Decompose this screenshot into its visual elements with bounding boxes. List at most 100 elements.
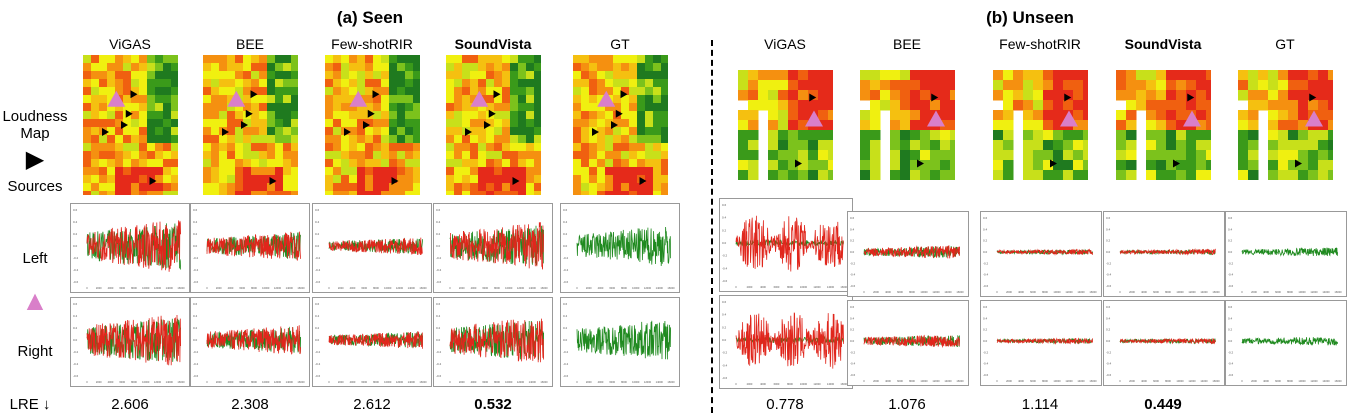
map-cell <box>275 167 284 176</box>
map-cell <box>581 119 590 128</box>
map-cell <box>341 95 350 104</box>
map-cell <box>1258 80 1269 91</box>
y-tick-label: 0.0 <box>315 244 320 248</box>
map-cell <box>930 80 941 91</box>
x-tick-label: 14000 <box>1200 290 1208 294</box>
map-cell <box>605 143 614 152</box>
map-cell <box>890 90 901 101</box>
map-cell <box>291 95 298 104</box>
map-cell <box>788 140 799 151</box>
map-cell <box>454 111 463 120</box>
y-tick-label: -0.4 <box>193 268 199 272</box>
source-marker <box>1173 159 1180 168</box>
map-cell <box>1023 100 1034 111</box>
map-cell <box>1318 110 1329 121</box>
map-cell <box>818 130 829 141</box>
map-cell <box>470 159 479 168</box>
map-cell <box>589 71 598 80</box>
x-tick-label: 16000 <box>1212 379 1220 383</box>
map-cell <box>357 191 366 195</box>
map-cell <box>405 151 414 160</box>
map-cell <box>283 63 292 72</box>
map-cell <box>397 71 406 80</box>
map-cell <box>115 167 124 176</box>
x-tick-label: 4000 <box>350 380 356 384</box>
map-cell <box>1328 130 1333 141</box>
map-cell <box>645 135 654 144</box>
map-cell <box>510 103 519 112</box>
waveform-trace <box>735 312 844 369</box>
map-cell <box>798 110 809 121</box>
map-cell <box>1126 170 1137 180</box>
loudness-map-unseen <box>860 70 955 180</box>
source-marker <box>615 109 623 118</box>
map-cell <box>629 127 638 136</box>
x-tick-label: 0 <box>1241 379 1243 383</box>
map-cell <box>462 119 471 128</box>
map-cell <box>267 143 276 152</box>
map-cell <box>1206 160 1211 171</box>
map-cell <box>227 103 236 112</box>
map-cell <box>510 127 519 136</box>
map-cell <box>738 150 749 161</box>
map-cell <box>486 175 495 184</box>
map-cell <box>502 79 511 88</box>
x-tick-label: 12000 <box>1065 379 1073 383</box>
map-cell <box>1248 170 1259 180</box>
x-tick-label: 12000 <box>396 380 404 384</box>
map-cell <box>155 183 164 192</box>
map-cell <box>1308 90 1319 101</box>
map-cell <box>397 95 406 104</box>
map-cell <box>259 175 268 184</box>
map-cell <box>251 183 260 192</box>
x-tick-label: 16000 <box>419 286 427 290</box>
map-cell <box>589 95 598 104</box>
map-cell <box>1063 170 1074 180</box>
map-cell <box>1166 100 1177 111</box>
map-cell <box>629 79 638 88</box>
map-cell <box>139 175 148 184</box>
map-cell <box>1146 130 1157 141</box>
map-cell <box>325 135 334 144</box>
map-cell <box>1073 150 1084 161</box>
y-tick-label: 0.6 <box>722 203 727 207</box>
map-cell <box>526 71 535 80</box>
map-cell <box>1003 90 1014 101</box>
map-cell <box>470 55 479 64</box>
map-cell <box>798 160 809 171</box>
map-cell <box>413 71 420 80</box>
map-cell <box>486 71 495 80</box>
map-cell <box>405 111 414 120</box>
map-cell <box>405 55 414 64</box>
waveform-right-unseen: 0.60.40.20.0-0.2-0.4-0.60 2000 4000 6000 800… <box>1103 300 1225 386</box>
map-cell <box>645 103 654 112</box>
map-cell <box>131 159 140 168</box>
map-cell <box>798 130 809 141</box>
map-cell <box>107 143 116 152</box>
map-cell <box>373 127 382 136</box>
listener-marker-icon: ▲ <box>21 285 49 316</box>
map-cell <box>1328 170 1333 180</box>
map-cell <box>275 55 284 64</box>
map-cell <box>1206 120 1211 131</box>
y-tick-label: 0.2 <box>1228 328 1233 332</box>
map-cell <box>1186 160 1197 171</box>
map-cell <box>581 95 590 104</box>
map-cell <box>768 90 779 101</box>
map-cell <box>91 127 100 136</box>
map-cell <box>1328 100 1333 111</box>
map-cell <box>91 191 100 195</box>
map-cell <box>778 140 789 151</box>
y-tick-label: 0.4 <box>73 220 78 224</box>
map-cell <box>413 143 420 152</box>
map-cell <box>1083 140 1088 151</box>
map-cell <box>748 170 759 180</box>
map-cell <box>637 191 646 195</box>
map-cell <box>880 90 891 101</box>
x-tick-label: 0 <box>449 286 451 290</box>
map-cell <box>738 70 749 81</box>
y-tick-label: 0.0 <box>850 339 855 343</box>
x-tick-label: 4000 <box>1141 379 1147 383</box>
map-cell <box>920 130 931 141</box>
map-cell <box>661 103 668 112</box>
